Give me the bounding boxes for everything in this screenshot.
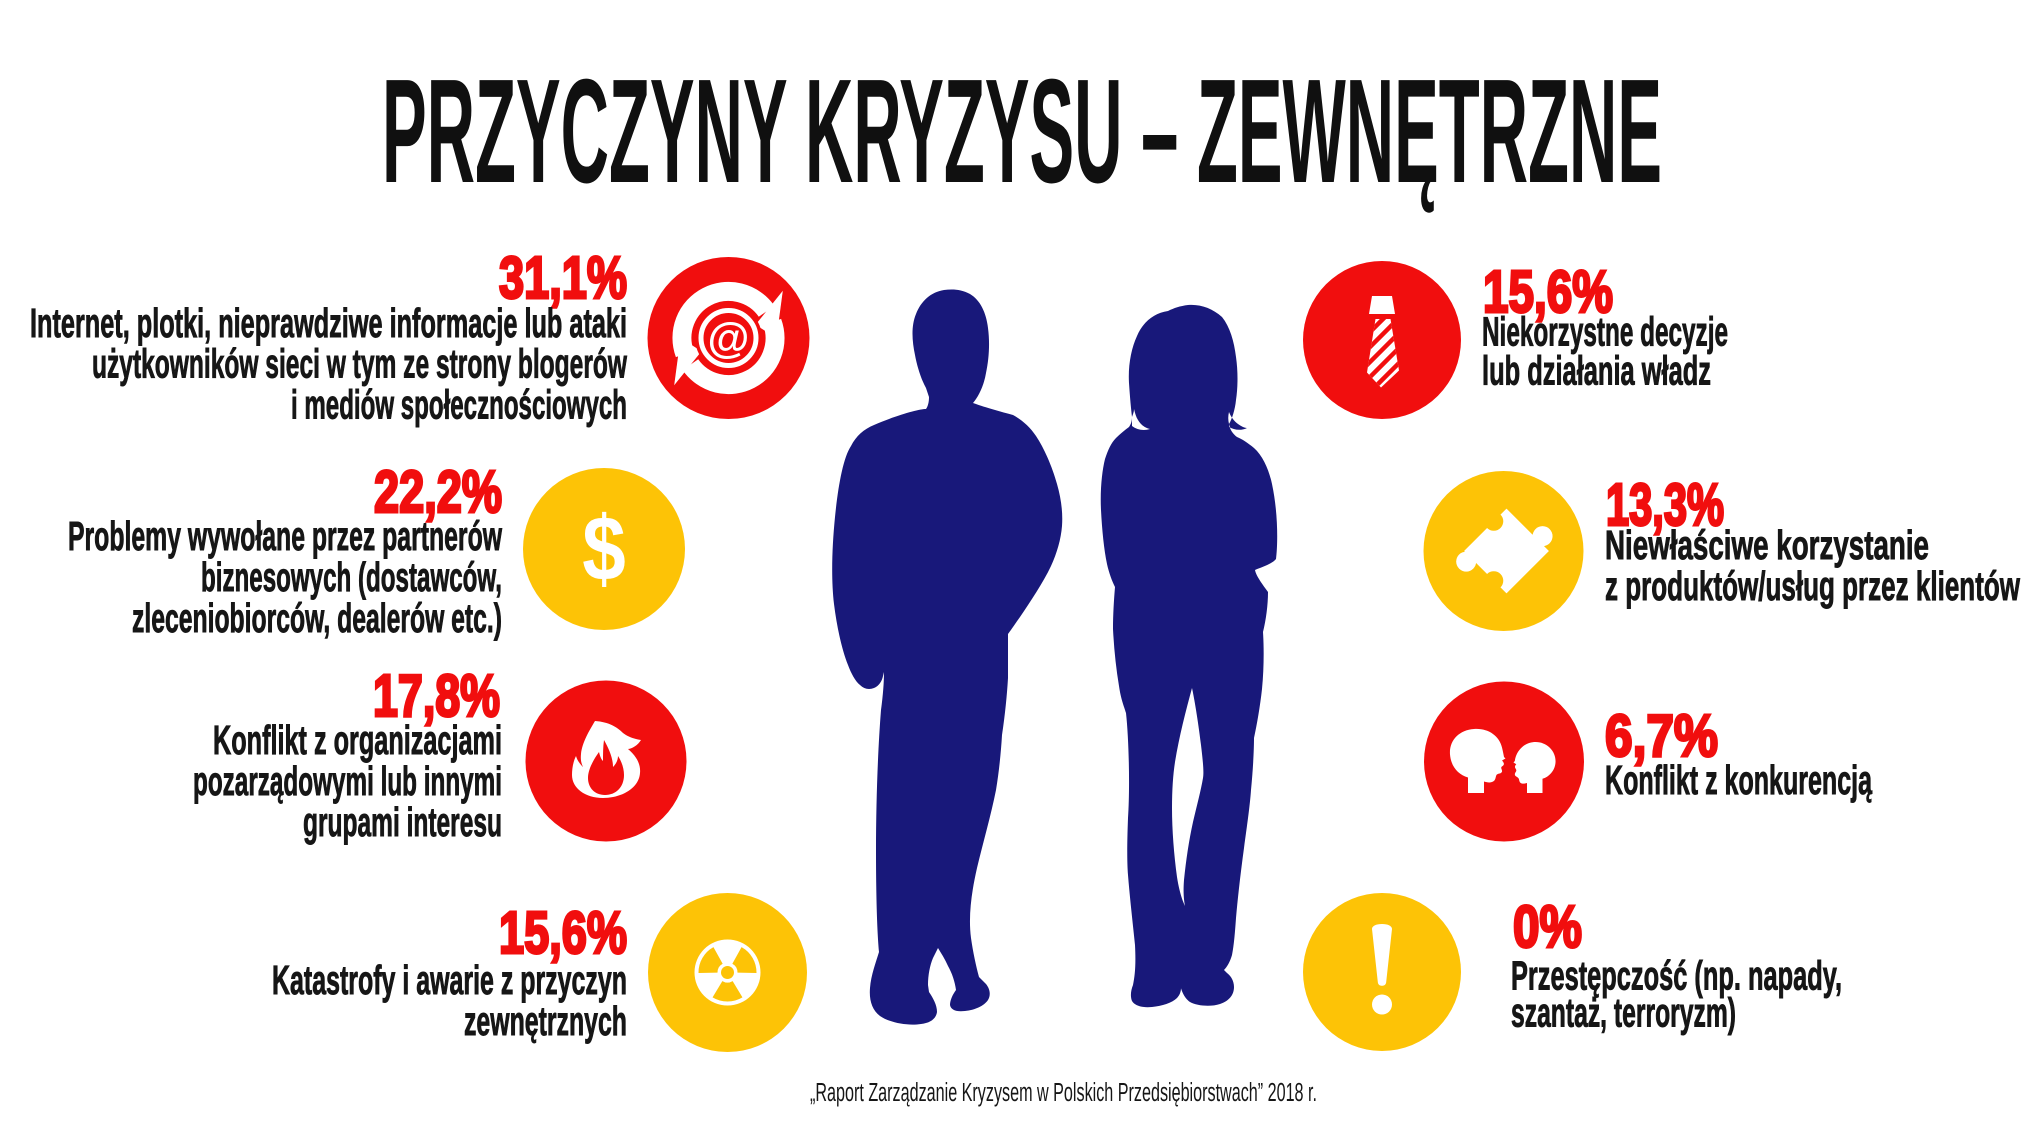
svg-text:Problemy wywołane przez partne: Problemy wywołane przez partnerów (68, 513, 502, 559)
svg-text:17,8%: 17,8% (373, 663, 500, 729)
svg-text:pozarządowymi lub innymi: pozarządowymi lub innymi (193, 758, 502, 804)
svg-text:Internet, plotki, nieprawdziwe: Internet, plotki, nieprawdziwe informacj… (30, 300, 627, 346)
svg-text:lub działania władz: lub działania władz (1482, 348, 1711, 394)
svg-text:z produktów/usług przez klient: z produktów/usług przez klientów (1605, 563, 2020, 609)
svg-text:i mediów społecznościowych: i mediów społecznościowych (291, 382, 627, 428)
svg-text:zleceniobiorców, dealerów etc.: zleceniobiorców, dealerów etc.) (132, 595, 502, 641)
svg-text:PRZYCZYNY KRYZYSU – ZEWNĘTRZNE: PRZYCZYNY KRYZYSU – ZEWNĘTRZNE (382, 49, 1662, 214)
svg-text:użytkowników sieci w tym ze st: użytkowników sieci w tym ze strony bloge… (92, 341, 627, 387)
svg-text:Niewłaściwe korzystanie: Niewłaściwe korzystanie (1605, 522, 1929, 568)
svg-text:6,7%: 6,7% (1605, 703, 1718, 769)
svg-text:Konflikt z organizacjami: Konflikt z organizacjami (213, 717, 502, 763)
svg-text:Konflikt z konkurencją: Konflikt z konkurencją (1605, 757, 1872, 803)
svg-text:22,2%: 22,2% (374, 459, 502, 525)
svg-text:15,6%: 15,6% (1483, 259, 1613, 325)
svg-text:13,3%: 13,3% (1606, 472, 1724, 538)
svg-text:Katastrofy i awarie z przyczyn: Katastrofy i awarie z przyczyn (272, 957, 627, 1003)
svg-text:grupami interesu: grupami interesu (303, 799, 502, 845)
svg-text:„Raport Zarządzanie Kryzysem w: „Raport Zarządzanie Kryzysem w Polskich … (810, 1079, 1317, 1107)
svg-text:15,6%: 15,6% (499, 900, 627, 966)
svg-text:$: $ (582, 498, 625, 600)
svg-text:biznesowych (dostawców,: biznesowych (dostawców, (201, 554, 502, 600)
svg-text:szantaż, terroryzm): szantaż, terroryzm) (1511, 990, 1736, 1036)
svg-text:Niekorzystne decyzje: Niekorzystne decyzje (1482, 309, 1728, 355)
svg-text:31,1%: 31,1% (499, 245, 627, 311)
svg-text:zewnętrznych: zewnętrznych (464, 998, 627, 1044)
svg-text:Przestępczość (np. napady,: Przestępczość (np. napady, (1511, 953, 1842, 999)
svg-text:@: @ (708, 314, 750, 362)
svg-text:0%: 0% (1513, 894, 1582, 960)
